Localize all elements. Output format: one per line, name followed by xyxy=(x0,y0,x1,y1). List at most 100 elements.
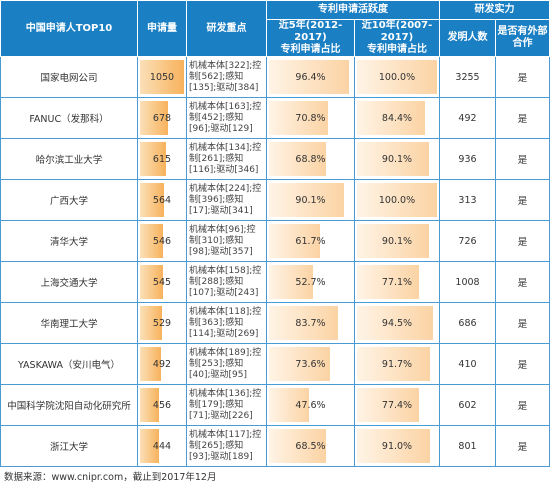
recent5-share: 83.7% xyxy=(295,317,326,329)
external-cooperation: 是 xyxy=(495,384,550,426)
header-inventors: 发明人数 xyxy=(439,19,496,57)
recent10-share: 77.1% xyxy=(381,276,413,288)
recent10-share: 84.4% xyxy=(381,112,413,124)
recent10-share-bar xyxy=(357,306,433,340)
table-row: 哈尔滨工业大学 615 机械本体[134];控制[261];感知[116];驱动[3… xyxy=(0,138,550,180)
recent5-share-bar xyxy=(269,388,309,422)
research-focus: 机械本体[118];控制[363];感知[114];驱动[269] xyxy=(186,302,267,344)
recent10-share-cell: 90.1% xyxy=(354,220,440,262)
application-count: 492 xyxy=(152,358,172,370)
application-count: 546 xyxy=(152,235,172,247)
application-count-bar xyxy=(140,101,169,135)
recent10-share: 100.0% xyxy=(378,71,416,83)
external-cooperation: 是 xyxy=(495,343,550,385)
recent10-share-bar xyxy=(357,101,425,135)
application-count-cell: 529 xyxy=(137,302,187,344)
recent10-share-cell: 77.1% xyxy=(354,261,440,303)
recent10-share-cell: 90.1% xyxy=(354,138,440,180)
recent5-share: 61.7% xyxy=(295,235,326,247)
patent-table-container: 中国申请人TOP10 申请量 研发重点 专利申请活跃度 研发实力 近5年(201… xyxy=(0,0,550,467)
recent10-share: 91.7% xyxy=(381,358,413,370)
application-count: 1050 xyxy=(149,71,175,83)
external-cooperation: 是 xyxy=(495,179,550,221)
recent10-share: 90.1% xyxy=(381,235,413,247)
table-row: 广西大学 564 机械本体[224];控制[396];感知[17];驱动[341] 9… xyxy=(0,179,550,221)
recent10-share-cell: 91.7% xyxy=(354,343,440,385)
table-row: 华南理工大学 529 机械本体[118];控制[363];感知[114];驱动[26… xyxy=(0,302,550,344)
external-cooperation: 是 xyxy=(495,138,550,180)
table-row: 中国科学院沈阳自动化研究所 456 机械本体[136];控制[179];感知[71]… xyxy=(0,384,550,426)
recent5-share-cell: 61.7% xyxy=(266,220,355,262)
application-count: 545 xyxy=(152,276,172,288)
recent5-share: 70.8% xyxy=(295,112,326,124)
external-cooperation: 是 xyxy=(495,261,550,303)
external-cooperation: 是 xyxy=(495,425,550,467)
application-count-cell: 456 xyxy=(137,384,187,426)
inventor-count: 726 xyxy=(439,220,496,262)
application-count-bar xyxy=(140,265,163,299)
applicant-name: FANUC（发那科） xyxy=(0,97,138,139)
recent5-share-bar xyxy=(269,60,349,94)
header-recent5-line2: 专利申请占比 xyxy=(280,44,341,55)
recent5-share-cell: 73.6% xyxy=(266,343,355,385)
recent5-share: 52.7% xyxy=(295,276,326,288)
recent5-share: 47.6% xyxy=(295,399,326,411)
inventor-count: 602 xyxy=(439,384,496,426)
applicant-name: 上海交通大学 xyxy=(0,261,138,303)
recent10-share: 90.1% xyxy=(381,153,413,165)
application-count-bar xyxy=(140,183,164,217)
recent10-share-bar xyxy=(357,388,419,422)
recent5-share: 96.4% xyxy=(295,71,326,83)
recent5-share-cell: 52.7% xyxy=(266,261,355,303)
application-count-bar xyxy=(140,388,160,422)
header-recent10: 近10年(2007-2017) 专利申请占比 xyxy=(354,19,440,57)
inventor-count: 492 xyxy=(439,97,496,139)
research-focus: 机械本体[158];控制[288];感知[107];驱动[243] xyxy=(186,261,267,303)
recent5-share-bar xyxy=(269,347,331,381)
recent5-share: 90.1% xyxy=(295,194,326,206)
recent5-share-bar xyxy=(269,101,328,135)
header-external: 是否有外部合作 xyxy=(495,19,550,57)
table-row: FANUC（发那科） 678 机械本体[163];控制[452];感知[96];驱动… xyxy=(0,97,550,139)
external-cooperation: 是 xyxy=(495,302,550,344)
research-focus: 机械本体[189];控制[253];感知[40];驱动[95] xyxy=(186,343,267,385)
applicant-name: 广西大学 xyxy=(0,179,138,221)
table-row: 浙江大学 444 机械本体[117];控制[265];感知[93];驱动[189] 6… xyxy=(0,425,550,467)
recent10-share-bar xyxy=(357,183,437,217)
recent10-share-cell: 77.4% xyxy=(354,384,440,426)
recent10-share: 94.5% xyxy=(381,317,413,329)
application-count: 529 xyxy=(152,317,172,329)
application-count-bar xyxy=(140,142,166,176)
recent5-share-cell: 70.8% xyxy=(266,97,355,139)
external-cooperation: 是 xyxy=(495,56,550,98)
recent10-share-cell: 100.0% xyxy=(354,179,440,221)
applicant-name: 中国科学院沈阳自动化研究所 xyxy=(0,384,138,426)
application-count-cell: 564 xyxy=(137,179,187,221)
recent10-share-bar xyxy=(357,347,431,381)
inventor-count: 686 xyxy=(439,302,496,344)
inventor-count: 1008 xyxy=(439,261,496,303)
application-count: 615 xyxy=(152,153,172,165)
research-focus: 机械本体[117];控制[265];感知[93];驱动[189] xyxy=(186,425,267,467)
application-count-bar xyxy=(140,224,163,258)
recent5-share-bar xyxy=(269,306,339,340)
recent5-share-cell: 83.7% xyxy=(266,302,355,344)
inventor-count: 410 xyxy=(439,343,496,385)
recent10-share: 77.4% xyxy=(381,399,413,411)
applicant-name: 国家电网公司 xyxy=(0,56,138,98)
application-count: 564 xyxy=(152,194,172,206)
recent10-share-cell: 91.0% xyxy=(354,425,440,467)
header-focus: 研发重点 xyxy=(186,0,267,57)
recent5-share-cell: 90.1% xyxy=(266,179,355,221)
table-row: 清华大学 546 机械本体[96];控制[310];感知[98];驱动[357] 61… xyxy=(0,220,550,262)
recent10-share-bar xyxy=(357,429,430,463)
table-row: 国家电网公司 1050 机械本体[322];控制[562];感知[135];驱动[3… xyxy=(0,56,550,98)
application-count: 678 xyxy=(152,112,172,124)
recent10-share-bar xyxy=(357,224,430,258)
data-source-note: 数据来源：www.cnipr.com，截止到2017年12月 xyxy=(4,472,217,483)
recent5-share-bar xyxy=(269,183,344,217)
applicant-name: 浙江大学 xyxy=(0,425,138,467)
header-recent5: 近5年(2012-2017) 专利申请占比 xyxy=(266,19,355,57)
applicant-name: YASKAWA（安川电气） xyxy=(0,343,138,385)
application-count-cell: 615 xyxy=(137,138,187,180)
